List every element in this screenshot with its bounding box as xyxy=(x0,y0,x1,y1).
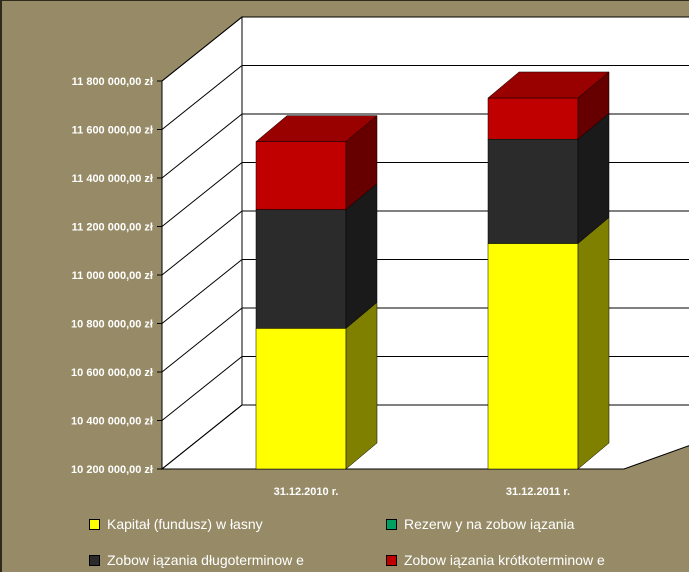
floor xyxy=(160,404,689,470)
legend-swatch xyxy=(89,554,100,566)
bar-segment-front xyxy=(255,141,347,210)
bar-segment-front xyxy=(255,209,347,329)
bar-top-face xyxy=(255,115,378,142)
y-tick-label: 11 600 000,00 zł xyxy=(72,125,153,137)
legend-swatch xyxy=(89,518,100,530)
bar-segment-side xyxy=(577,216,610,470)
legend-label: Zobow iązania długoterminow e xyxy=(107,552,304,568)
legend-item: Rezerw y na zobow iązania xyxy=(386,516,574,532)
y-tick-label: 10 800 000,00 zł xyxy=(71,319,153,331)
legend-swatch xyxy=(386,554,397,566)
legend: Kapitał (fundusz) w łasny Rezerw y na zob… xyxy=(89,510,689,570)
bar-top-face xyxy=(487,71,610,99)
y-tick-label: 10 600 000,00 zł xyxy=(71,367,153,379)
x-category-label: 31.12.2011 r. xyxy=(506,486,570,498)
legend-label: Kapitał (fundusz) w łasny xyxy=(107,516,263,532)
y-tick-label: 10 200 000,00 zł xyxy=(71,464,153,476)
bar-segment-front xyxy=(487,97,579,140)
y-tick-label: 11 800 000,00 zł xyxy=(72,76,153,88)
legend-item: Zobow iązania długoterminow e xyxy=(89,552,304,568)
legend-label: Rezerw y na zobow iązania xyxy=(404,516,575,532)
gridline xyxy=(161,16,689,82)
y-tick-label: 11 200 000,00 zł xyxy=(72,222,153,234)
bar-segment-front xyxy=(487,243,579,470)
legend-label: Zobow iązania krótkoterminow e xyxy=(404,552,605,568)
legend-item: Zobow iązania krótkoterminow e xyxy=(386,552,605,568)
bar-segment-side xyxy=(345,301,378,470)
bar-segment-front xyxy=(487,138,579,244)
bar-segment-front xyxy=(255,328,347,470)
legend-swatch xyxy=(386,518,397,530)
y-tick-label: 10 400 000,00 zł xyxy=(71,416,153,428)
gridline xyxy=(161,65,689,130)
y-tick-label: 11 400 000,00 zł xyxy=(72,173,153,185)
legend-item: Kapitał (fundusz) w łasny xyxy=(89,516,263,532)
y-tick-label: 11 000 000,00 zł xyxy=(72,270,153,282)
x-category-label: 31.12.2010 r. xyxy=(274,486,339,498)
